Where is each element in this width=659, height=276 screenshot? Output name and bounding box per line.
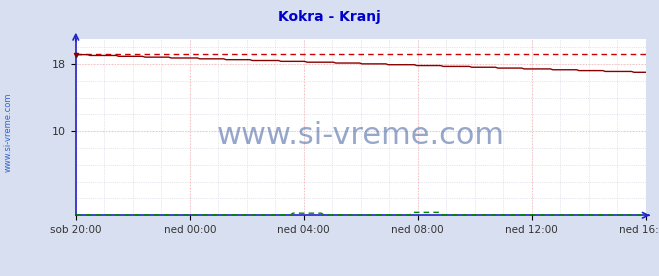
Text: www.si-vreme.com: www.si-vreme.com <box>217 121 505 150</box>
Text: Kokra - Kranj: Kokra - Kranj <box>278 10 381 24</box>
Text: www.si-vreme.com: www.si-vreme.com <box>3 93 13 172</box>
